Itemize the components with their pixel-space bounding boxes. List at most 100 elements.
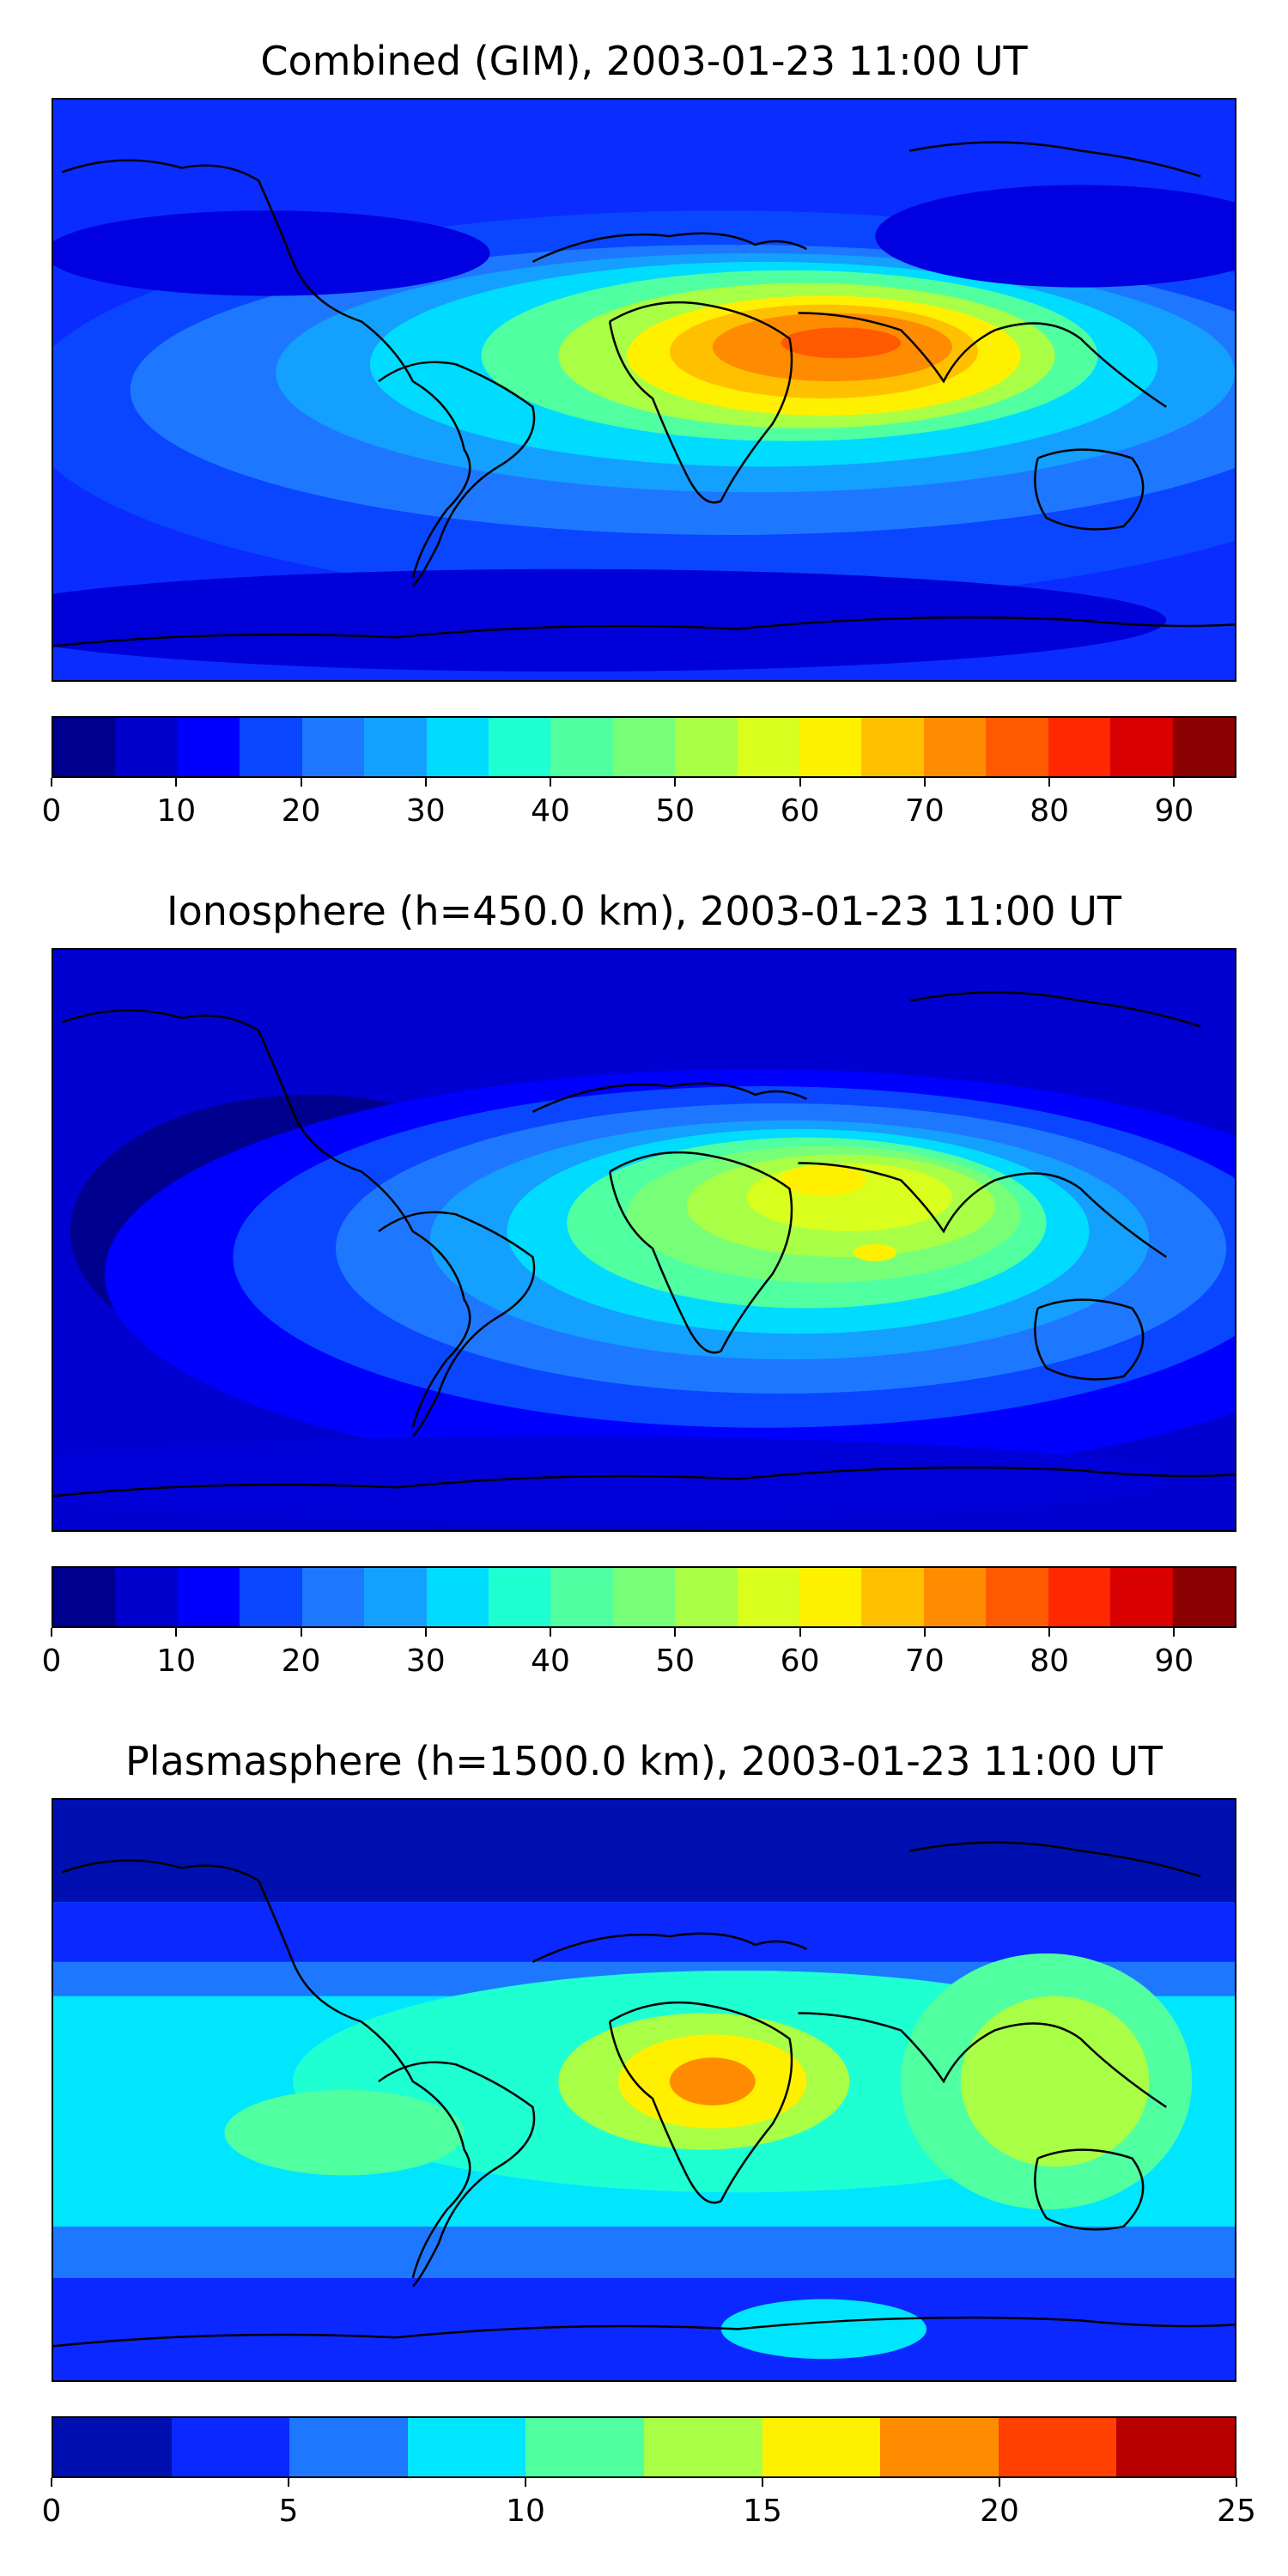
colorbar-segment: [488, 718, 551, 776]
colorbar-tick-label: 0: [41, 793, 62, 829]
colorbar-segment: [301, 718, 365, 776]
colorbar-segment: [1048, 1568, 1111, 1626]
colorbar-tick: [762, 2478, 763, 2487]
colorbar-tick-label: 10: [506, 2494, 545, 2529]
colorbar-segment: [115, 1568, 178, 1626]
colorbar-tick-label: 25: [1217, 2494, 1256, 2529]
colorbar-tick-label: 70: [904, 1643, 945, 1679]
colorbar-segment: [364, 1568, 427, 1626]
colorbar-tick-label: 80: [1030, 1643, 1069, 1679]
colorbar-segment: [861, 718, 924, 776]
colorbar-tick: [424, 778, 427, 787]
colorbar-tick-label: 10: [156, 793, 197, 829]
colorbar-segment: [799, 1568, 862, 1626]
colorbar-tick-label: 0: [41, 2494, 62, 2529]
colorbar-ticks-plasmasphere: 0 5 10 15 20 25: [42, 2478, 1256, 2530]
map-plasmasphere: [52, 1798, 1236, 2382]
colorbar-tick: [175, 778, 178, 787]
colorbar-tick-label: 80: [1030, 793, 1069, 829]
colorbar-segment: [289, 2418, 408, 2476]
colorbar-segment: [364, 718, 427, 776]
colorbar-tick-label: 60: [780, 1643, 820, 1679]
colorbar-tick: [424, 1628, 427, 1637]
colorbar-tick-label: 50: [655, 1643, 696, 1679]
colorbar-segment: [426, 718, 489, 776]
colorbar-segment: [407, 2418, 526, 2476]
tec-map-plasmasphere: [53, 1800, 1235, 2380]
colorbar-segment: [880, 2418, 999, 2476]
colorbar-segment: [762, 2418, 881, 2476]
colorbar-ticks-ionosphere: 0 10 20 30 40 50 60 70 80 90: [42, 1628, 1236, 1680]
colorbar-segment: [737, 1568, 800, 1626]
colorbar-segment: [53, 718, 116, 776]
colorbar-segment: [643, 2418, 762, 2476]
colorbar-segment: [1116, 2418, 1235, 2476]
colorbar-segment: [53, 1568, 116, 1626]
colorbar-tick-label: 50: [655, 793, 696, 829]
colorbar-tick-label: 5: [278, 2494, 299, 2529]
colorbar-segment: [1172, 718, 1236, 776]
colorbar-segment: [1048, 718, 1111, 776]
colorbar-tick: [51, 778, 52, 787]
tec-map-ionosphere: [53, 950, 1235, 1530]
colorbar-segment: [240, 1568, 302, 1626]
colorbar-plasmasphere: [52, 2416, 1236, 2478]
colorbar-tick: [674, 778, 677, 787]
colorbar-segment: [550, 718, 613, 776]
colorbar-tick-label: 20: [980, 2494, 1019, 2529]
colorbar-tick-label: 20: [281, 793, 321, 829]
colorbar-segment: [861, 1568, 924, 1626]
panel-title-combined: Combined (GIM), 2003-01-23 11:00 UT: [260, 38, 1028, 84]
colorbar-segment: [550, 1568, 613, 1626]
colorbar-tick: [1236, 2478, 1237, 2487]
colorbar-segment: [177, 718, 240, 776]
colorbar-tick: [51, 1628, 52, 1637]
colorbar-segment: [923, 1568, 987, 1626]
colorbar-segment: [53, 2418, 172, 2476]
map-ionosphere: [52, 948, 1236, 1532]
colorbar-segment: [612, 1568, 676, 1626]
colorbar-segment: [986, 1568, 1048, 1626]
tec-map-combined: [53, 100, 1235, 680]
colorbar-tick: [175, 1628, 178, 1637]
colorbar-segment: [1110, 718, 1173, 776]
colorbar-tick-label: 90: [1154, 1643, 1194, 1679]
colorbar-tick-label: 20: [281, 1643, 321, 1679]
colorbar-tick-label: 60: [780, 793, 820, 829]
panel-title-ionosphere: Ionosphere (h=450.0 km), 2003-01-23 11:0…: [167, 888, 1121, 934]
colorbar-tick: [799, 778, 801, 787]
colorbar-segment: [1110, 1568, 1173, 1626]
colorbar-tick: [525, 2478, 526, 2487]
colorbar-tick: [51, 2478, 52, 2487]
colorbar-tick-label: 0: [41, 1643, 62, 1679]
colorbar-tick-label: 90: [1154, 793, 1194, 829]
colorbar-segment: [998, 2418, 1117, 2476]
colorbar-ionosphere: [52, 1566, 1236, 1628]
colorbar-tick: [1173, 778, 1176, 787]
colorbar-tick: [999, 2478, 1000, 2487]
colorbar-tick: [288, 2478, 289, 2487]
colorbar-segment: [171, 2418, 290, 2476]
colorbar-segment: [986, 718, 1048, 776]
colorbar-tick-label: 40: [531, 793, 570, 829]
map-combined: [52, 98, 1236, 682]
colorbar-tick-label: 10: [156, 1643, 197, 1679]
colorbar-tick-label: 30: [405, 1643, 446, 1679]
colorbar-tick: [300, 1628, 302, 1637]
colorbar-tick: [923, 1628, 926, 1637]
colorbar-ticks-combined: 0 10 20 30 40 50 60 70 80 90: [42, 778, 1236, 829]
colorbar-segment: [675, 1568, 738, 1626]
colorbar-segment: [301, 1568, 365, 1626]
colorbar-segment: [177, 1568, 240, 1626]
colorbar-tick-label: 30: [405, 793, 446, 829]
colorbar-tick: [1048, 1628, 1051, 1637]
colorbar-tick: [923, 778, 926, 787]
colorbar-tick-label: 70: [904, 793, 945, 829]
colorbar-segment: [675, 718, 738, 776]
colorbar-segment: [115, 718, 178, 776]
colorbar-tick: [1173, 1628, 1176, 1637]
colorbar-tick: [1048, 778, 1051, 787]
colorbar-tick: [550, 1628, 552, 1637]
colorbar-segment: [612, 718, 676, 776]
colorbar-segment: [799, 718, 862, 776]
